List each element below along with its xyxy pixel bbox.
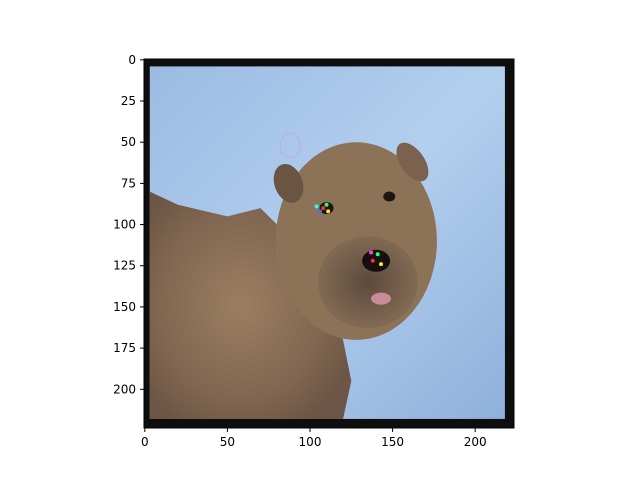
dog-muzzle	[317, 236, 418, 329]
y-tick-label: 25	[121, 94, 136, 108]
dog-eye-right	[383, 191, 396, 202]
artifact-speck	[370, 258, 375, 263]
artifact-speck	[324, 202, 329, 207]
dog-ear-left	[273, 163, 304, 203]
x-tick-label: 50	[220, 435, 235, 449]
artifact-speck	[321, 206, 326, 211]
y-tick-label: 175	[113, 341, 136, 355]
artifact-speck	[379, 262, 384, 267]
dog-ear-right	[396, 142, 429, 182]
axes-frame	[143, 58, 515, 429]
artifact-speck	[317, 209, 322, 214]
y-tick-label: 150	[113, 300, 136, 314]
y-tick-label: 125	[113, 259, 136, 273]
y-tick-label: 75	[121, 176, 136, 190]
x-axis: 0 50 100 150 200	[141, 428, 487, 449]
artifact-speck	[326, 209, 331, 214]
dog	[149, 132, 437, 419]
x-tick-label: 200	[464, 435, 487, 449]
artifact-speck	[369, 250, 374, 255]
y-tick-label: 50	[121, 135, 136, 149]
artifact-speck	[314, 204, 319, 209]
x-tick-label: 150	[381, 435, 404, 449]
x-tick-label: 100	[299, 435, 322, 449]
artifact-outline	[279, 132, 301, 158]
x-tick-label: 0	[141, 435, 149, 449]
dog-tongue	[371, 292, 392, 305]
y-tick-label: 100	[113, 218, 136, 232]
y-tick-label: 200	[113, 382, 136, 396]
dog-photo	[144, 59, 514, 428]
y-axis: 0 25 50 75 100 125 150 175 200	[113, 53, 144, 396]
dog-nose	[362, 249, 391, 272]
artifact-speck	[375, 252, 380, 257]
y-tick-label: 0	[128, 53, 136, 67]
